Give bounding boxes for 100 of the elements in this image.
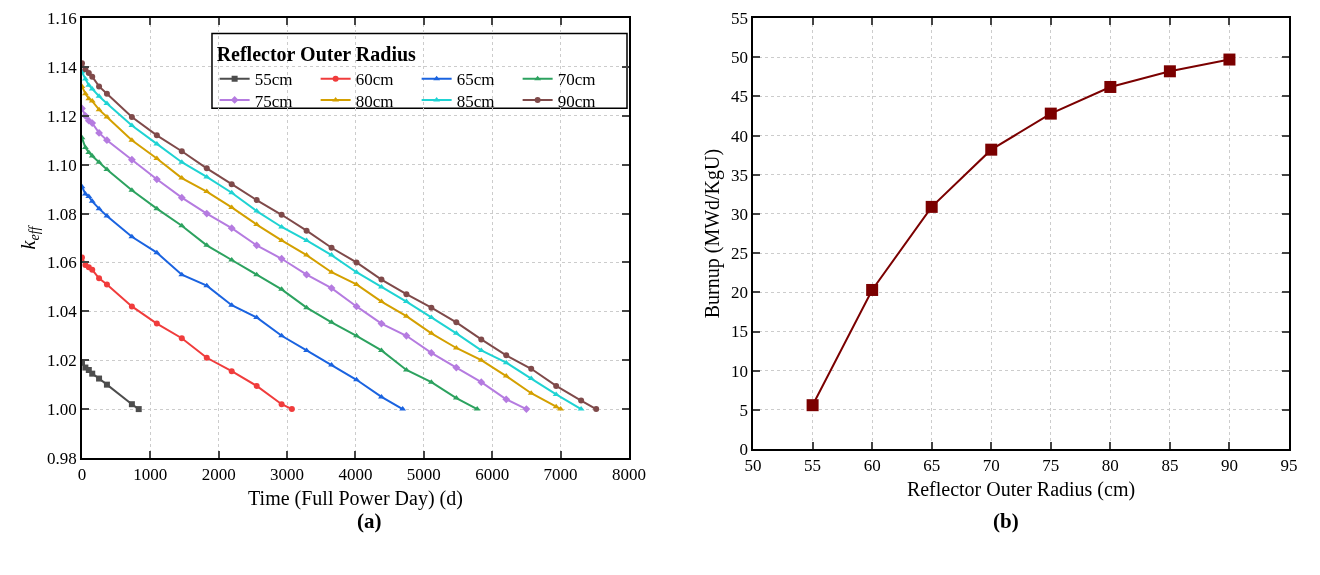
point xyxy=(103,100,111,106)
point xyxy=(806,399,819,412)
point xyxy=(128,122,136,128)
point xyxy=(178,148,185,155)
point xyxy=(89,370,96,377)
x-tick-label: 1000 xyxy=(133,465,168,485)
x-tick-label: 5000 xyxy=(406,465,441,485)
point xyxy=(353,281,360,286)
x-tick-label: 80 xyxy=(1101,456,1119,476)
x-axis-title: Reflector Outer Radius (cm) xyxy=(906,478,1136,502)
point xyxy=(522,405,531,413)
point xyxy=(378,347,385,352)
point xyxy=(478,336,485,343)
point xyxy=(278,211,285,218)
point xyxy=(89,266,96,273)
x-tick-label: 8000 xyxy=(611,465,646,485)
y-tick-label: 1.14 xyxy=(47,57,78,77)
legend-label: 90cm xyxy=(557,91,596,111)
point xyxy=(502,395,511,404)
point xyxy=(302,270,311,279)
y-tick-label: 35 xyxy=(730,165,748,185)
point xyxy=(103,136,111,145)
y-tick-label: 30 xyxy=(730,204,748,224)
x-tick-label: 6000 xyxy=(475,465,510,485)
y-tick-label: 40 xyxy=(730,126,748,146)
point xyxy=(152,175,161,184)
point xyxy=(378,298,385,304)
point xyxy=(378,276,385,283)
point xyxy=(1104,80,1117,93)
legend-label: 85cm xyxy=(456,91,495,111)
point xyxy=(103,381,110,388)
legend-label: 65cm xyxy=(456,70,495,90)
y-tick-label: 15 xyxy=(730,322,748,342)
point xyxy=(578,397,585,404)
point xyxy=(203,188,211,194)
point xyxy=(128,114,135,120)
y-tick-label: 1.02 xyxy=(47,351,77,371)
point xyxy=(153,155,161,161)
legend-label: 60cm xyxy=(355,70,394,90)
point xyxy=(453,319,460,326)
y-tick-label: 0 xyxy=(739,440,748,460)
point xyxy=(452,363,461,372)
point xyxy=(252,241,261,250)
point xyxy=(277,254,286,263)
point xyxy=(153,320,160,327)
x-tick-label: 4000 xyxy=(338,465,373,485)
point xyxy=(103,166,111,172)
point xyxy=(202,209,211,218)
point xyxy=(528,365,535,372)
x-tick-label: 75 xyxy=(1042,456,1060,476)
y-tick-label: 1.06 xyxy=(47,253,77,273)
point xyxy=(203,165,210,172)
point xyxy=(327,284,336,292)
point xyxy=(477,378,486,387)
x-tick-label: 55 xyxy=(804,456,822,476)
legend-title: Reflector Outer Radius xyxy=(216,43,417,66)
legend-label: 70cm xyxy=(557,70,596,90)
point xyxy=(253,221,261,227)
point xyxy=(428,304,435,311)
text: (a) xyxy=(357,509,382,533)
point xyxy=(1223,53,1236,66)
x-tick-label: 95 xyxy=(1280,456,1298,476)
y-tick-label: 45 xyxy=(730,87,748,107)
point xyxy=(303,227,310,234)
text: (b) xyxy=(993,509,1019,533)
x-tick-label: 3000 xyxy=(270,465,305,485)
point xyxy=(253,197,260,204)
y-tick-label: 5 xyxy=(739,400,748,420)
point xyxy=(527,375,535,381)
x-tick-label: 90 xyxy=(1220,456,1238,476)
y-tick-label: 1.12 xyxy=(47,106,77,126)
point xyxy=(85,70,92,76)
y-tick-label: 55 xyxy=(730,8,748,28)
point xyxy=(96,275,103,282)
legend-label: 80cm xyxy=(355,91,394,111)
legend-label: 55cm xyxy=(254,70,293,90)
point xyxy=(328,319,335,324)
point xyxy=(96,375,103,382)
x-tick-label: 70 xyxy=(982,456,1000,476)
legend-label: 75cm xyxy=(254,91,293,111)
point xyxy=(503,352,510,359)
point xyxy=(403,291,410,298)
y-tick-label: 20 xyxy=(730,283,748,303)
y-tick-label: 0.98 xyxy=(47,448,77,468)
point xyxy=(985,143,998,156)
point xyxy=(203,354,210,361)
point xyxy=(253,382,260,389)
point xyxy=(866,283,879,296)
point xyxy=(328,362,335,367)
x-tick-label: 65 xyxy=(923,456,941,476)
y-tick-label: 10 xyxy=(730,361,748,381)
point xyxy=(427,348,436,357)
point xyxy=(81,144,89,150)
point xyxy=(328,269,335,274)
point xyxy=(925,200,938,213)
point xyxy=(328,244,335,251)
point xyxy=(353,259,360,266)
y-tick-label: 1.04 xyxy=(47,302,78,322)
point xyxy=(553,382,560,389)
point xyxy=(88,119,97,128)
